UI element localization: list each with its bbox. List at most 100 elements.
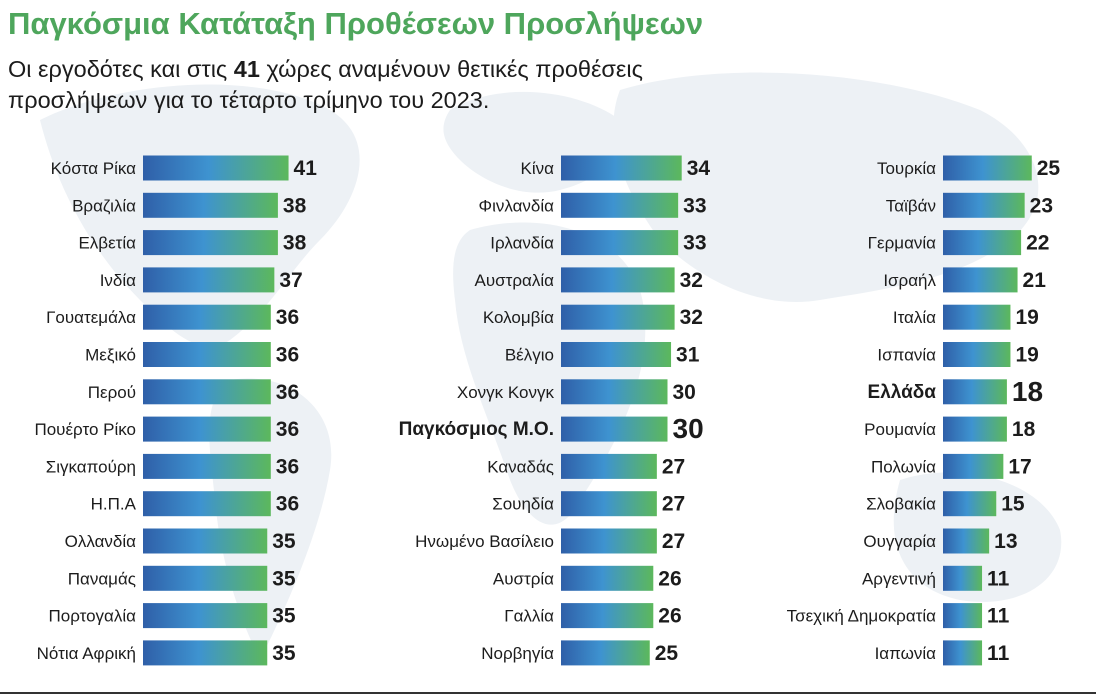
category-label: Σιγκαπούρη (46, 457, 136, 476)
value-label: 32 (680, 269, 703, 292)
value-label: 19 (1015, 306, 1038, 329)
category-label: Φινλανδία (479, 196, 555, 215)
bar (561, 192, 679, 218)
category-label: Αργεντινή (862, 569, 936, 588)
bar (561, 640, 650, 666)
bar (943, 416, 1007, 442)
bar (143, 267, 275, 293)
subtitle-text-after: χώρες αναμένουν θετικές προθέσεις προσλή… (8, 56, 643, 113)
value-label: 18 (1012, 418, 1036, 441)
bar (143, 640, 268, 666)
category-label: Αυστρία (493, 569, 554, 588)
value-label: 38 (283, 232, 307, 255)
bar (561, 155, 682, 181)
bar (943, 491, 997, 517)
category-label: Αυστραλία (475, 271, 555, 290)
category-label: Ολλανδία (65, 532, 137, 551)
bar (561, 603, 654, 629)
category-label: Περού (88, 383, 136, 402)
category-label: Πουέρτο Ρίκο (34, 420, 136, 439)
value-label: 36 (276, 381, 299, 404)
value-label: 35 (272, 530, 296, 553)
subtitle-country-count: 41 (233, 56, 260, 82)
bar (143, 192, 278, 218)
category-label: Νορβηγία (481, 644, 554, 663)
value-label: 11 (987, 642, 1010, 665)
subtitle-text-before: Οι εργοδότες και στις (8, 56, 234, 82)
value-label: 25 (1037, 157, 1061, 180)
africa-shape (453, 222, 646, 525)
bar (143, 528, 268, 554)
category-label: Νότια Αφρική (37, 644, 136, 663)
value-label: 37 (279, 269, 302, 292)
value-label: 35 (272, 642, 296, 665)
bar (561, 491, 657, 517)
value-label: 23 (1030, 194, 1053, 217)
bar (943, 304, 1011, 330)
value-label: 36 (276, 493, 299, 516)
bar (561, 416, 668, 442)
category-label: Γουατεμάλα (46, 308, 136, 327)
category-label: Χονγκ Κονγκ (457, 383, 555, 402)
value-label: 36 (276, 344, 299, 367)
value-label: 35 (272, 605, 296, 628)
category-label: Ιαπωνία (875, 644, 937, 663)
category-label: Κολομβία (483, 308, 554, 327)
bar (143, 603, 268, 629)
bar (143, 230, 278, 256)
value-label: 25 (655, 642, 679, 665)
bar (143, 453, 271, 479)
value-label: 33 (683, 194, 706, 217)
value-label: 32 (680, 306, 703, 329)
bar (143, 491, 271, 517)
category-label: Ισπανία (877, 346, 936, 365)
chart-subtitle: Οι εργοδότες και στις 41 χώρες αναμένουν… (8, 54, 728, 116)
value-label: 38 (283, 194, 307, 217)
value-label: 18 (1012, 376, 1043, 407)
value-label: 36 (276, 418, 299, 441)
category-label: Κόστα Ρίκα (51, 159, 137, 178)
category-label: Πορτογαλία (48, 607, 136, 626)
category-label: Σουηδία (492, 495, 554, 514)
bar (943, 379, 1007, 405)
value-label: 15 (1001, 493, 1025, 516)
category-label: Ρουμανία (864, 420, 936, 439)
bar (943, 267, 1018, 293)
bar (561, 379, 668, 405)
value-label: 19 (1015, 344, 1038, 367)
category-label: Παγκόσμιος Μ.Ο. (399, 419, 554, 440)
value-label: 17 (1008, 455, 1031, 478)
category-label: Ινδία (100, 271, 136, 290)
bottom-divider (0, 692, 1096, 694)
category-label: Γερμανία (868, 234, 937, 253)
bar (143, 155, 289, 181)
bar (943, 565, 983, 591)
bar (143, 565, 268, 591)
category-label: Γαλλία (504, 607, 554, 626)
category-label: Πολωνία (871, 457, 936, 476)
asia-shape (613, 72, 1039, 302)
value-label: 36 (276, 455, 299, 478)
category-label: Η.Π.Α (91, 495, 137, 514)
category-label: Τσεχική Δημοκρατία (787, 607, 937, 626)
bar (943, 640, 983, 666)
category-label: Ελβετία (78, 234, 136, 253)
value-label: 26 (658, 567, 681, 590)
bar (943, 453, 1004, 479)
value-label: 26 (658, 605, 681, 628)
bar (561, 304, 675, 330)
bar (561, 528, 657, 554)
value-label: 33 (683, 232, 706, 255)
value-label: 30 (673, 381, 696, 404)
value-label: 11 (987, 567, 1010, 590)
bar (561, 453, 657, 479)
bar (143, 342, 271, 367)
category-label: Ουγγαρία (863, 532, 936, 551)
bar (561, 342, 672, 367)
bar (143, 416, 271, 442)
value-label: 11 (987, 605, 1010, 628)
category-label: Παναμάς (68, 569, 136, 588)
value-label: 30 (673, 413, 704, 444)
bar (943, 230, 1022, 256)
